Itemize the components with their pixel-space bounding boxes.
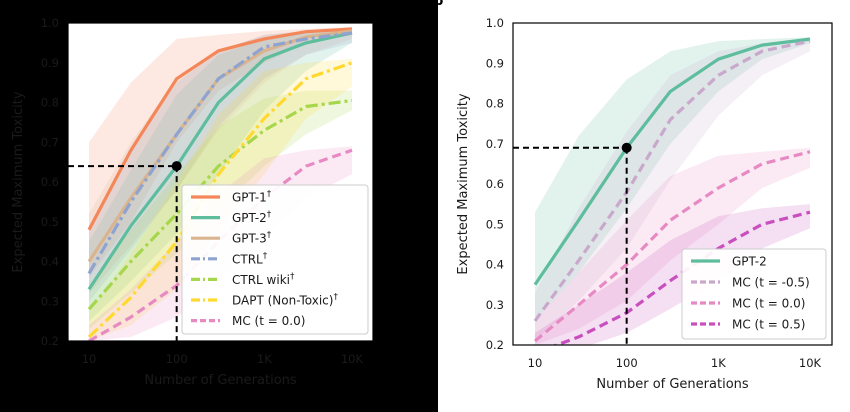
right-ytick-label: 0.4 — [486, 258, 504, 272]
left-xtick-label: 10K — [341, 352, 364, 366]
left-legend-label-6: MC (t = 0.0) — [232, 314, 305, 328]
right-legend-label-0: GPT-2 — [732, 255, 767, 269]
right-line-0 — [533, 37, 811, 286]
left-legend-label-5: DAPT (Non-Toxic)† — [232, 293, 338, 308]
right-marker-point — [621, 142, 632, 153]
left-xtick-label: 1K — [257, 352, 272, 366]
left-legend-name-3: CTRL — [232, 252, 263, 266]
left-legend-dagger-2: † — [267, 231, 272, 241]
right-line-3 — [552, 210, 811, 345]
right-y-axis-label: Expected Maximum Toxicity — [456, 93, 471, 274]
toxicity-chart-left: 0.2 0.3 0.4 0.5 0.6 0.7 0.8 0.9 1.0 10 100 1K 10K Num… — [11, 16, 374, 388]
left-legend-name-6: MC (t = 0.0) — [232, 314, 305, 328]
right-xtick-label: 100 — [616, 356, 638, 370]
right-series-group — [533, 37, 811, 345]
left-marker-point — [171, 161, 182, 172]
left-ytick-label: 0.2 — [41, 334, 59, 348]
right-line-2 — [533, 150, 811, 343]
left-line-5 — [87, 61, 353, 339]
right-ytick-label: 0.8 — [486, 97, 504, 111]
left-ytick-label: 0.6 — [41, 175, 59, 189]
right-legend-label-2: MC (t = 0.0) — [732, 297, 805, 311]
right-axes-frame — [512, 22, 833, 346]
right-legend-name-2: MC (t = 0.0) — [732, 297, 805, 311]
left-y-axis-label: Expected Maximum Toxicity — [11, 91, 26, 272]
left-legend-dagger-5: † — [333, 293, 338, 303]
right-line-1 — [533, 39, 811, 322]
left-ytick-label: 0.4 — [41, 255, 59, 269]
left-line-3 — [87, 31, 353, 275]
left-ytick-label: 0.5 — [41, 215, 59, 229]
left-legend-dagger-4: † — [290, 272, 295, 282]
right-xtick-label: 10K — [799, 356, 822, 370]
right-ytick-label: 0.3 — [486, 298, 504, 312]
left-legend-name-2: GPT-3 — [232, 232, 267, 246]
left-xtick-label: 100 — [166, 352, 188, 366]
left-band-2 — [89, 27, 352, 294]
left-legend-label-1: GPT-2† — [232, 210, 272, 225]
right-ytick-label: 0.7 — [486, 137, 504, 151]
right-x-axis-label: Number of Generations — [596, 377, 749, 392]
left-ytick-label: 0.3 — [41, 294, 59, 308]
left-legend-dagger-1: † — [267, 210, 272, 220]
left-band-0 — [89, 27, 352, 278]
right-ytick-label: 0.2 — [486, 338, 504, 352]
right-legend-name-1: MC (t = -0.5) — [732, 276, 810, 290]
right-xtick-label: 1K — [711, 356, 726, 370]
right-band-2 — [535, 147, 810, 345]
left-legend-name-4: CTRL wiki — [232, 273, 290, 287]
left-ytick-label: 0.9 — [41, 56, 59, 70]
left-axes-frame — [67, 22, 374, 342]
left-legend-label-0: GPT-1† — [232, 190, 272, 205]
right-band-0 — [535, 37, 810, 321]
right-legend-label-1: MC (t = -0.5) — [732, 276, 810, 290]
right-band-1 — [535, 39, 810, 341]
left-band-1 — [89, 29, 352, 322]
left-line-1 — [87, 31, 353, 291]
right-band-3 — [535, 204, 810, 345]
left-legend-label-4: CTRL wiki† — [232, 272, 295, 287]
left-legend-name-0: GPT-1 — [232, 191, 267, 205]
right-ytick-label: 1.0 — [486, 16, 504, 30]
panel-label: b — [434, 0, 444, 9]
left-legend-label-3: CTRL† — [232, 251, 268, 266]
left-line-0 — [87, 27, 353, 231]
left-legend-dagger-3: † — [263, 251, 268, 261]
left-legend-name-5: DAPT (Non-Toxic) — [232, 294, 333, 308]
right-legend-name-0: GPT-2 — [732, 255, 767, 269]
right-legend-label-3: MC (t = 0.5) — [732, 318, 805, 332]
left-xtick-label: 10 — [82, 352, 97, 366]
right-ytick-label: 0.9 — [486, 56, 504, 70]
left-ytick-label: 0.7 — [41, 135, 59, 149]
left-line-6 — [88, 148, 353, 341]
left-ytick-label: 1.0 — [41, 16, 59, 30]
left-legend-dagger-0: † — [267, 190, 272, 200]
left-legend-label-2: GPT-3† — [232, 231, 272, 246]
right-ytick-label: 0.6 — [486, 177, 504, 191]
left-x-axis-label: Number of Generations — [144, 373, 297, 388]
left-legend-box — [181, 184, 369, 335]
left-ytick-label: 0.8 — [41, 96, 59, 110]
right-xtick-label: 10 — [528, 356, 543, 370]
right-ytick-label: 0.5 — [486, 217, 504, 231]
right-legend-name-3: MC (t = 0.5) — [732, 318, 805, 332]
left-legend-name-1: GPT-2 — [232, 211, 267, 225]
left-line-4 — [87, 98, 353, 311]
right-legend-box — [681, 248, 827, 340]
